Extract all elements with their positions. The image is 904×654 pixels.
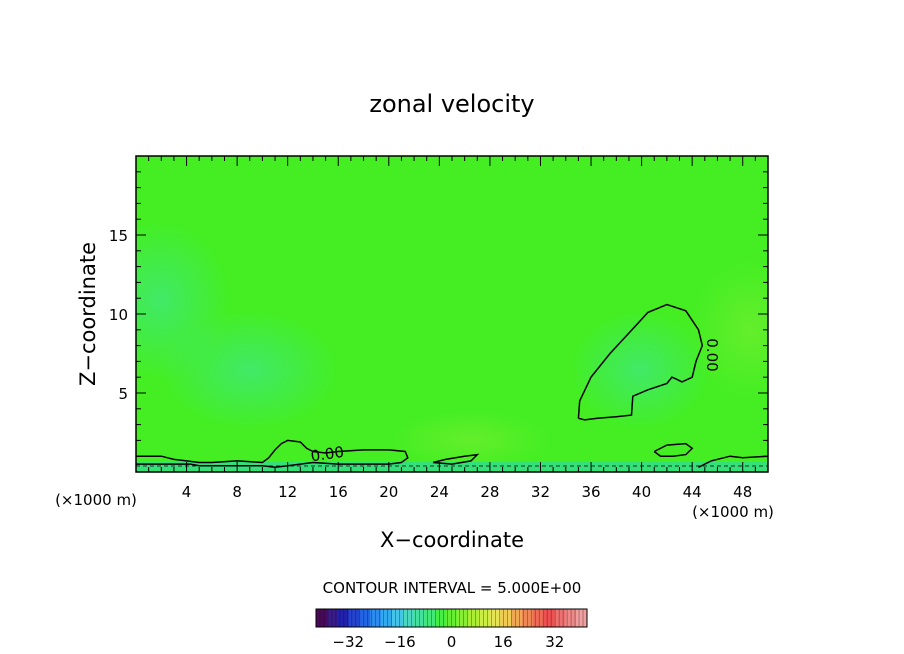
colorbar-tick-label: 32: [545, 633, 564, 651]
y-tick-label: 15: [109, 227, 128, 245]
colorbar-swatch: [467, 609, 479, 627]
contour-line-2: [432, 453, 480, 465]
colorbar-swatch: [359, 609, 371, 627]
colorbar-swatch: [543, 609, 555, 627]
colorbar-swatch: [554, 609, 566, 627]
colorbar-swatch: [402, 609, 414, 627]
x-tick-label: 36: [581, 483, 600, 501]
colorbar-frame: [315, 608, 588, 628]
colorbar-ticks: −32 −16 0 16 32: [332, 633, 564, 651]
colorbar-tick-label: −32: [332, 633, 364, 651]
x-tick-label: 48: [733, 483, 752, 501]
y-tick-label: 10: [109, 306, 128, 324]
x-tick-label: 40: [632, 483, 651, 501]
x-tick-label: 44: [683, 483, 702, 501]
y-tick-label: 5: [118, 385, 128, 403]
contour-label-upper: 0.00: [703, 338, 721, 371]
colorbar-swatch: [348, 609, 360, 627]
contour-line-3: [653, 442, 694, 457]
colorbar-swatch: [391, 609, 404, 627]
x-unit-label-left: (×1000 m): [55, 491, 137, 509]
x-axis-ticks: 4 8 12 16 20 24 28 32 36 40 44 48: [148, 156, 756, 501]
contour-line-1: [136, 439, 409, 469]
colorbar-tick-label: 0: [447, 633, 457, 651]
field-shading-lowleft: [160, 310, 340, 430]
colorbar: [315, 609, 588, 627]
x-tick-label: 20: [379, 483, 398, 501]
field-shading-right: [690, 260, 768, 400]
x-tick-label: 28: [480, 483, 499, 501]
x-tick-label: 16: [329, 483, 348, 501]
colorbar-swatch: [500, 609, 512, 627]
colorbar-swatch: [413, 609, 425, 627]
contour-lines: [136, 303, 768, 469]
field-shading-jet: [570, 310, 710, 430]
contour-label-lower: 0.00: [310, 443, 346, 465]
colorbar-tick-label: −16: [384, 633, 416, 651]
colorbar-swatch: [337, 609, 349, 627]
field-shading-bottom: [390, 410, 550, 470]
colorbar-swatch: [456, 609, 469, 627]
x-tick-label: 24: [430, 483, 449, 501]
x-tick-label: 4: [182, 483, 192, 501]
colorbar-swatch: [381, 609, 393, 627]
chart-title: zonal velocity: [369, 90, 534, 118]
colorbar-swatch: [478, 609, 490, 627]
contour-interval-text: CONTOUR INTERVAL = 5.000E+00: [323, 579, 582, 597]
colorbar-swatch: [521, 609, 534, 627]
colorbar-swatch: [316, 609, 328, 627]
colorbar-swatch: [532, 609, 545, 627]
colorbar-swatch: [424, 609, 436, 627]
y-axis-label: Z−coordinate: [76, 242, 100, 386]
x-tick-label: 12: [278, 483, 297, 501]
x-tick-label: 32: [531, 483, 550, 501]
x-tick-label: 8: [232, 483, 242, 501]
colorbar-swatch: [326, 609, 339, 627]
x-axis-label: X−coordinate: [380, 528, 524, 552]
y-axis-ticks: 5 10 15: [109, 171, 768, 457]
colorbar-tick-label: 16: [494, 633, 513, 651]
colorbar-swatch: [489, 609, 501, 627]
contour-line-4: [698, 455, 768, 468]
colorbar-swatch: [435, 609, 447, 627]
colorbar-swatch: [511, 609, 523, 627]
contour-line-0: [577, 303, 704, 421]
colorbar-swatch: [576, 609, 588, 627]
x-unit-label-right: (×1000 m): [692, 503, 774, 521]
